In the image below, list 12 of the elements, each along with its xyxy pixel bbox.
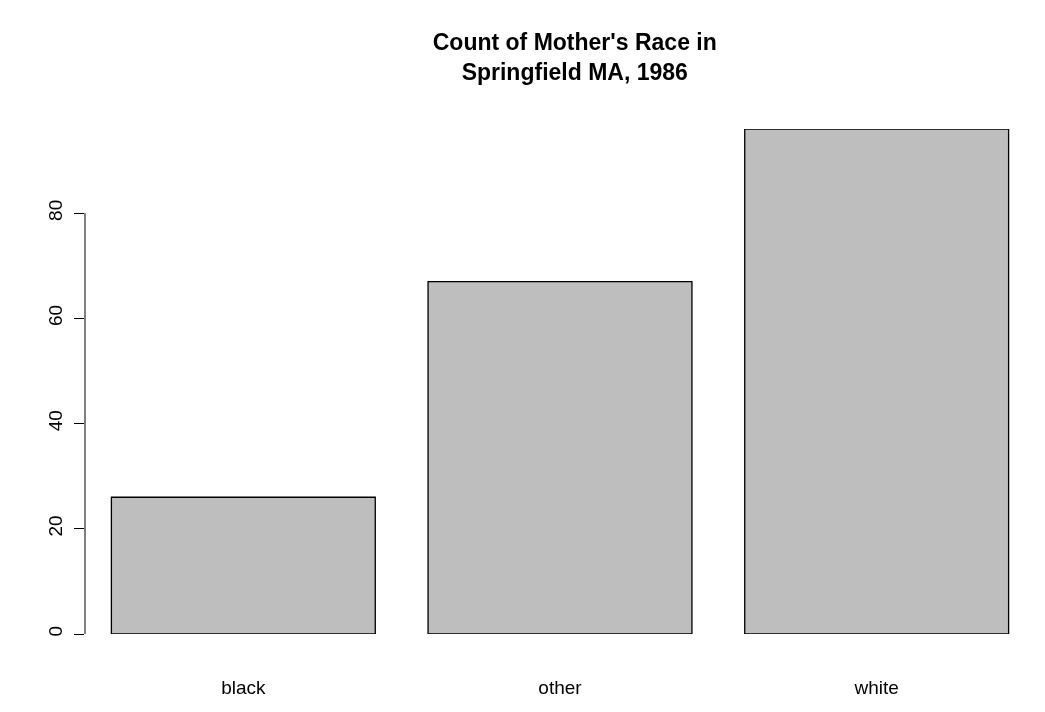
x-tick-label: white — [853, 677, 899, 698]
x-tick-label: black — [221, 677, 267, 698]
y-tick-label: 80 — [45, 199, 67, 221]
chart-title: Count of Mother's Race in Springfield MA, 1986 — [432, 28, 717, 85]
y-tick-label: 0 — [45, 625, 67, 637]
y-tick-label: 40 — [45, 410, 67, 432]
bar — [110, 496, 376, 634]
x-tick-label: other — [538, 677, 583, 698]
y-tick-label: 20 — [45, 515, 67, 537]
bar — [744, 129, 1010, 634]
y-tick-label: 60 — [45, 304, 67, 327]
bar — [427, 280, 693, 634]
